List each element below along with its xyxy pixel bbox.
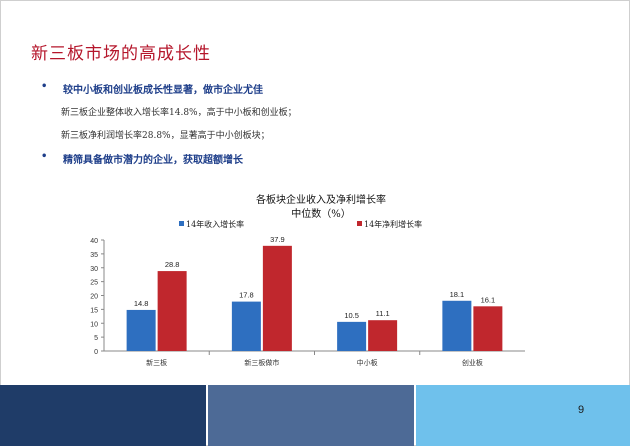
chart-subtitle: 中位数（%） — [291, 209, 351, 220]
data-label: 18.1 — [450, 290, 465, 299]
legend-swatch — [179, 221, 184, 226]
footer-band-dark — [0, 385, 206, 446]
bar — [473, 306, 503, 351]
y-tick-label: 10 — [90, 321, 98, 328]
y-tick-label: 25 — [90, 280, 98, 287]
y-tick-label: 30 — [90, 266, 98, 273]
x-tick-label: 新三板 — [146, 358, 167, 367]
page-number: 9 — [578, 404, 585, 416]
bar — [157, 271, 187, 351]
x-tick-label: 中小板 — [357, 358, 378, 367]
data-label: 10.5 — [344, 311, 359, 320]
bullet-text: 精筛具备做市潜力的企业，获取超额增长 — [63, 155, 243, 166]
sub-text: 新三板净利润增长率28.8%，显著高于中小创板块； — [61, 131, 270, 141]
legend-label: 14年净利增长率 — [364, 219, 422, 229]
y-tick-label: 5 — [94, 335, 98, 342]
bar — [368, 320, 398, 351]
x-tick-label: 新三板做市 — [244, 358, 279, 367]
x-tick-label: 创业板 — [462, 358, 483, 367]
bar — [337, 321, 367, 351]
sub-text: 新三板企业整体收入增长率14.8%，高于中小板和创业板； — [61, 108, 297, 118]
bullet-marker: • — [41, 81, 48, 92]
legend-label: 14年收入增长率 — [186, 219, 244, 229]
data-label: 17.8 — [239, 291, 254, 300]
bullet-text: 较中小板和创业板成长性显著，做市企业尤佳 — [63, 85, 263, 96]
data-label: 28.8 — [165, 260, 180, 269]
data-label: 37.9 — [270, 235, 285, 244]
bar — [231, 301, 261, 351]
data-label: 14.8 — [134, 299, 149, 308]
y-tick-label: 35 — [90, 252, 98, 259]
bar — [126, 309, 156, 351]
slide-title: 新三板市场的高成长性 — [31, 44, 211, 64]
bar — [262, 245, 292, 351]
y-tick-label: 20 — [90, 294, 98, 301]
bullet-marker: • — [41, 151, 48, 162]
bar — [442, 300, 472, 351]
legend-swatch — [357, 221, 362, 226]
footer-band-light — [416, 385, 630, 446]
y-tick-label: 0 — [94, 349, 98, 356]
y-tick-label: 40 — [90, 238, 98, 245]
data-label: 11.1 — [376, 309, 390, 318]
y-tick-label: 15 — [90, 307, 98, 314]
chart-title: 各板块企业收入及净利增长率 — [256, 195, 386, 206]
footer-band-mid — [208, 385, 414, 446]
data-label: 16.1 — [481, 295, 496, 304]
